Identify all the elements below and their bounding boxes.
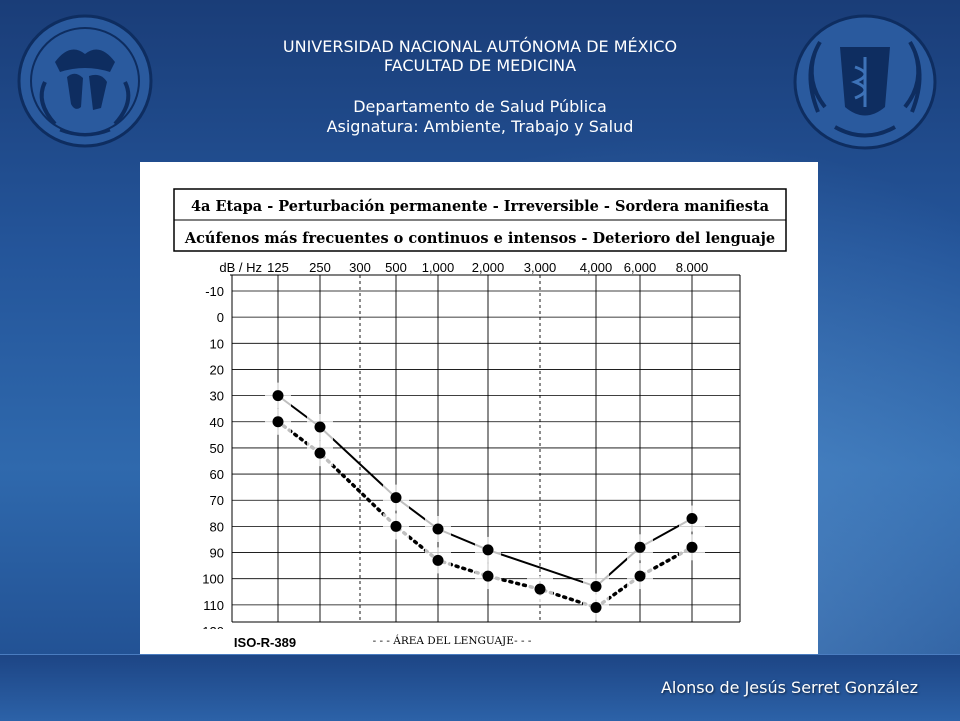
subject-name: Asignatura: Ambiente, Trabajo y Salud — [326, 117, 634, 136]
university-name: UNIVERSIDAD NACIONAL AUTÓNOMA DE MÉXICO — [282, 37, 678, 56]
area-label: - - - ÁREA DEL LENGUAJE- - - — [373, 633, 532, 647]
data-point-solid — [390, 492, 402, 504]
data-point-dotted — [634, 570, 646, 582]
data-point-dotted — [390, 520, 402, 532]
data-point-solid — [314, 421, 326, 433]
y-tick-label: -10 — [205, 284, 224, 299]
x-tick-label: 1,000 — [422, 260, 455, 275]
data-point-solid — [590, 581, 602, 593]
audiogram-chart: 4a Etapa - Perturbación permanente - Irr… — [173, 188, 787, 654]
y-tick-label: 90 — [210, 546, 224, 561]
y-tick-label: 10 — [210, 336, 224, 351]
x-tick-label: 250 — [309, 260, 331, 275]
footer-band — [0, 654, 960, 721]
iso-label-box — [192, 629, 342, 654]
data-point-dotted — [314, 447, 326, 459]
chart-grid — [231, 275, 741, 623]
department-name: Departamento de Salud Pública — [353, 97, 607, 116]
iso-label: ISO-R-389 — [234, 635, 296, 650]
data-point-dotted — [534, 583, 546, 595]
data-point-dotted — [272, 416, 284, 428]
x-tick-label: 2,000 — [472, 260, 505, 275]
data-point-solid — [634, 541, 646, 553]
y-tick-label: 80 — [210, 519, 224, 534]
data-point-dotted — [482, 570, 494, 582]
y-tick-label: 60 — [210, 467, 224, 482]
data-point-dotted — [432, 554, 444, 566]
data-point-dotted — [590, 601, 602, 613]
x-tick-label: 4,000 — [580, 260, 613, 275]
chart-title-line2: Acúfenos más frecuentes o continuos e in… — [184, 230, 775, 247]
x-tick-label: 8.000 — [676, 260, 709, 275]
data-point-solid — [432, 523, 444, 535]
author-name: Alonso de Jesús Serret González — [660, 678, 918, 697]
x-tick-label: 300 — [349, 260, 371, 275]
faculty-name: FACULTAD DE MEDICINA — [383, 56, 577, 75]
y-tick-label: 40 — [210, 415, 224, 430]
unam-seal-icon — [17, 14, 153, 148]
x-tick-label: 125 — [267, 260, 289, 275]
chart-panel: 4a Etapa - Perturbación permanente - Irr… — [140, 162, 818, 654]
y-tick-label: 70 — [210, 493, 224, 508]
y-tick-label: 0 — [217, 310, 224, 325]
y-tick-label: 110 — [203, 598, 224, 613]
y-tick-label: 30 — [210, 389, 224, 404]
y-tick-label: 20 — [210, 362, 224, 377]
x-header-label: dB / Hz — [219, 260, 262, 275]
y-tick-label: 50 — [210, 441, 224, 456]
x-tick-label: 500 — [385, 260, 407, 275]
x-tick-labels: 125 250 300 500 1,000 2,000 3,000 4,000 6,000 8.0… — [267, 260, 708, 275]
data-point-solid — [686, 513, 698, 525]
data-point-solid — [482, 544, 494, 556]
y-tick-label: 100 — [202, 572, 224, 587]
chart-series — [265, 382, 705, 621]
y-tick-labels: -100102030405060708090100110120 — [202, 284, 224, 639]
x-tick-label: 3,000 — [524, 260, 557, 275]
data-point-solid — [272, 390, 284, 402]
data-point-dotted — [686, 541, 698, 553]
medicine-faculty-seal-icon — [793, 14, 937, 150]
x-tick-label: 6,000 — [624, 260, 657, 275]
chart-title-line1: 4a Etapa - Perturbación permanente - Irr… — [191, 198, 770, 215]
